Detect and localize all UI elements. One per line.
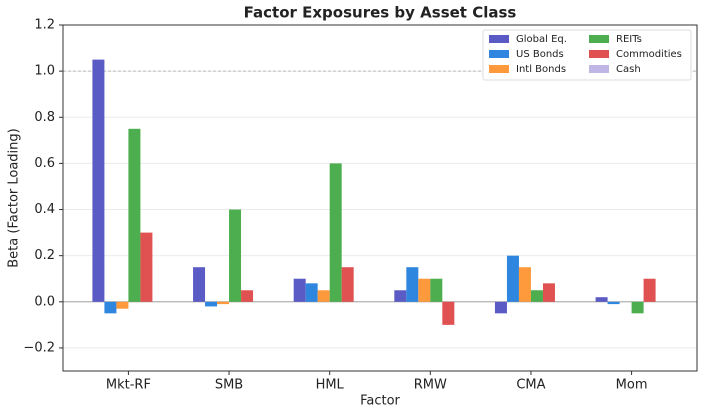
legend-box xyxy=(482,29,692,81)
legend-swatch xyxy=(489,50,509,58)
y-tick-label: 0.2 xyxy=(34,248,55,263)
x-tick-label: SMB xyxy=(215,378,243,393)
bar xyxy=(442,301,455,325)
y-tick-label: 0.8 xyxy=(34,110,55,125)
x-tick-label: HML xyxy=(316,378,345,393)
bar xyxy=(542,283,555,302)
bar xyxy=(317,290,330,302)
bar xyxy=(329,163,342,302)
legend-label: Global Eq. xyxy=(516,34,567,45)
x-axis-label: Factor xyxy=(360,394,400,409)
bar xyxy=(305,283,318,302)
bar xyxy=(506,255,519,302)
y-axis-label: Beta (Factor Loading) xyxy=(7,128,22,267)
y-tick-label: 0.0 xyxy=(34,294,55,309)
bar xyxy=(92,59,105,302)
bar xyxy=(643,278,656,302)
bar xyxy=(518,267,531,302)
x-tick-label: RMW xyxy=(414,378,447,393)
bar xyxy=(128,128,141,302)
bar xyxy=(418,278,431,302)
bar xyxy=(217,301,230,305)
bar xyxy=(595,297,608,302)
legend-label: Intl Bonds xyxy=(516,64,566,75)
chart-title: Factor Exposures by Asset Class xyxy=(244,4,517,22)
plot-frame xyxy=(62,24,698,372)
y-tick-label: 0.4 xyxy=(34,202,55,217)
legend-label: US Bonds xyxy=(516,49,564,60)
legend-swatch xyxy=(589,50,609,58)
bar xyxy=(293,278,306,302)
bar xyxy=(205,301,218,307)
bar xyxy=(116,301,129,309)
legend-label: Commodities xyxy=(616,49,682,60)
bar xyxy=(241,290,254,302)
bar xyxy=(140,232,153,302)
legend: Global Eq. US Bonds Intl Bonds REITs Commodi… xyxy=(482,29,692,81)
legend-swatch xyxy=(589,35,609,43)
bar xyxy=(406,267,419,302)
bar xyxy=(607,301,620,305)
legend-label: REITs xyxy=(616,34,642,45)
y-tick-label: 1.0 xyxy=(34,64,55,79)
bar xyxy=(494,301,507,314)
x-tick-label: CMA xyxy=(516,378,545,393)
bar xyxy=(341,267,354,302)
bar xyxy=(430,278,443,302)
bar xyxy=(631,301,644,314)
legend-swatch xyxy=(489,65,509,73)
bar xyxy=(530,290,543,302)
y-tick-label: −0.2 xyxy=(23,340,55,355)
legend-label: Cash xyxy=(616,64,641,75)
bar xyxy=(229,209,242,302)
x-tick-label: Mkt-RF xyxy=(106,378,151,393)
y-tick-label: 1.2 xyxy=(34,18,55,33)
bar xyxy=(193,267,206,302)
y-tick-label: 0.6 xyxy=(34,156,55,171)
bar xyxy=(104,301,117,314)
x-tick-label: Mom xyxy=(616,378,648,393)
legend-swatch xyxy=(489,35,509,43)
bar xyxy=(394,290,407,302)
legend-swatch xyxy=(589,65,609,73)
